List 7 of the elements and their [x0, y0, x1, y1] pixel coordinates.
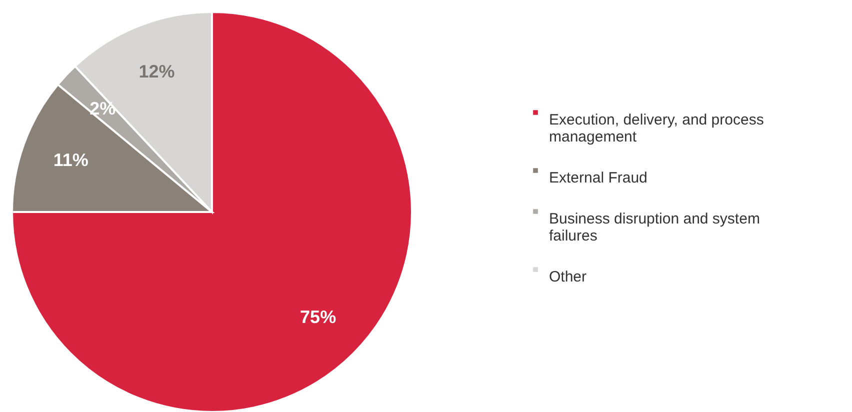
legend-label: Other: [549, 268, 587, 286]
data-label: 11%: [53, 150, 88, 170]
legend-label: Execution, delivery, and process management: [549, 112, 764, 146]
legend-label: External Fraud: [549, 170, 648, 186]
data-label: 75%: [300, 307, 336, 328]
data-label: 12%: [138, 62, 175, 82]
legend-label: Business disruption and system failures: [549, 210, 760, 244]
